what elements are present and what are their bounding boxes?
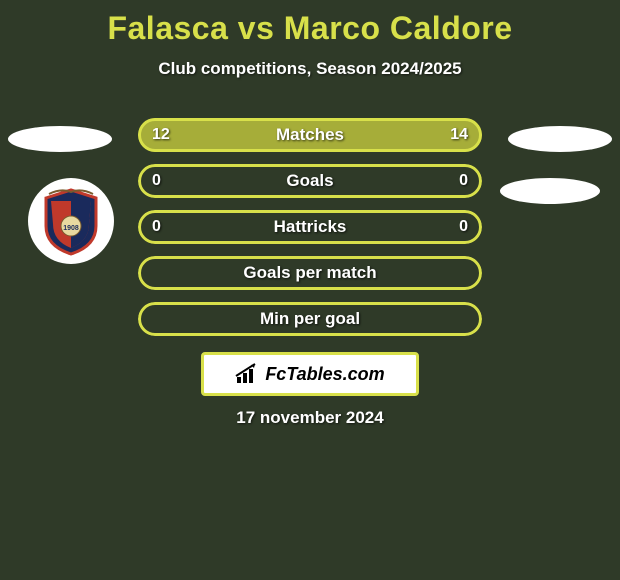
stat-bars: 1214Matches 00Goals 00Hattricks Goals per m…	[138, 118, 482, 348]
player-right-silhouette	[508, 126, 612, 152]
brand-box: FcTables.com	[201, 352, 419, 396]
player-left-silhouette	[8, 126, 112, 152]
stat-label: Goals per match	[138, 256, 482, 290]
stat-label: Matches	[138, 118, 482, 152]
svg-text:1908: 1908	[63, 225, 79, 232]
stat-label: Min per goal	[138, 302, 482, 336]
club-left-badge: 1908	[28, 178, 114, 264]
snapshot-date: 17 november 2024	[0, 408, 620, 428]
comparison-infographic: Falasca vs Marco Caldore Club competitio…	[0, 0, 620, 580]
brand: FcTables.com	[235, 363, 384, 385]
stat-row: 00Hattricks	[138, 210, 482, 244]
page-title: Falasca vs Marco Caldore	[0, 0, 620, 47]
casertana-badge-icon: 1908	[41, 186, 101, 256]
stat-label: Goals	[138, 164, 482, 198]
brand-text: FcTables.com	[265, 364, 384, 385]
stat-row: 1214Matches	[138, 118, 482, 152]
stat-row: Goals per match	[138, 256, 482, 290]
club-right-placeholder	[500, 178, 600, 204]
stat-row: Min per goal	[138, 302, 482, 336]
stat-label: Hattricks	[138, 210, 482, 244]
stat-row: 00Goals	[138, 164, 482, 198]
bar-chart-icon	[235, 363, 259, 385]
page-subtitle: Club competitions, Season 2024/2025	[0, 59, 620, 79]
